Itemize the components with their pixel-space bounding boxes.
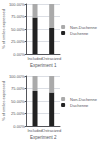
svg-text:75.00%: 75.00% <box>11 86 25 91</box>
svg-text:Ostracized: Ostracized <box>42 56 61 61</box>
svg-text:Experiment 2: Experiment 2 <box>30 135 57 140</box>
svg-text:50.00%: 50.00% <box>11 27 25 32</box>
svg-text:0.00%: 0.00% <box>13 124 25 129</box>
svg-text:Duchenne: Duchenne <box>70 103 89 108</box>
svg-text:Duchenne: Duchenne <box>70 31 89 36</box>
svg-text:50.00%: 50.00% <box>11 99 25 104</box>
svg-text:Included: Included <box>27 128 42 133</box>
svg-text:Non-Duchenne: Non-Duchenne <box>70 97 98 102</box>
svg-text:25.00%: 25.00% <box>11 39 25 44</box>
svg-text:Included: Included <box>27 56 42 61</box>
svg-text:100.00%: 100.00% <box>9 74 25 79</box>
svg-text:Non-Duchenne: Non-Duchenne <box>70 25 98 30</box>
svg-text:Experiment 1: Experiment 1 <box>30 63 57 68</box>
svg-text:75.00%: 75.00% <box>11 14 25 19</box>
svg-text:% of smiles expressed: % of smiles expressed <box>1 81 6 121</box>
svg-text:% of smiles expressed: % of smiles expressed <box>1 9 6 49</box>
svg-text:100.00%: 100.00% <box>9 2 25 7</box>
svg-text:0.00%: 0.00% <box>13 52 25 57</box>
svg-text:25.00%: 25.00% <box>11 111 25 116</box>
svg-text:Ostracized: Ostracized <box>42 128 61 133</box>
